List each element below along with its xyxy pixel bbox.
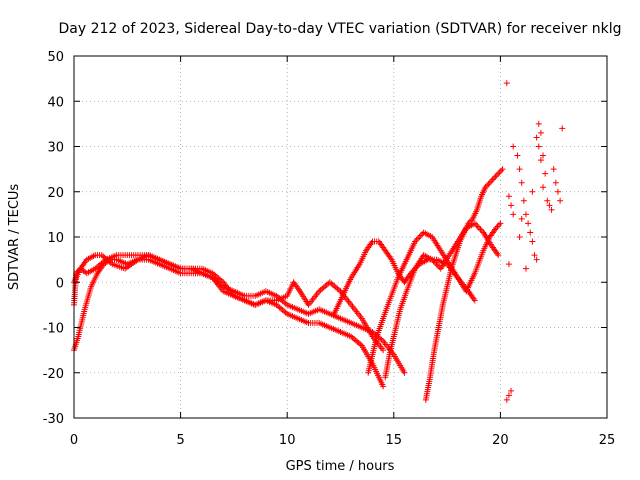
data-point bbox=[491, 175, 498, 182]
data-point bbox=[510, 211, 517, 218]
chart-title: Day 212 of 2023, Sidereal Day-to-day VTE… bbox=[59, 21, 622, 37]
data-point bbox=[518, 179, 525, 186]
grid-lines bbox=[74, 56, 607, 418]
data-point bbox=[495, 221, 502, 228]
data-point bbox=[497, 220, 504, 227]
data-point bbox=[516, 234, 523, 240]
series-track-1 bbox=[71, 256, 387, 390]
y-tick-label: 50 bbox=[47, 50, 64, 65]
data-point bbox=[380, 347, 387, 354]
x-tick-label: 10 bbox=[279, 433, 296, 448]
data-point bbox=[550, 166, 557, 173]
data-point bbox=[554, 188, 561, 195]
data-point bbox=[477, 226, 484, 233]
data-point bbox=[499, 166, 506, 173]
series-track-3 bbox=[71, 252, 387, 354]
data-point bbox=[546, 202, 553, 209]
data-point bbox=[520, 197, 527, 204]
y-tick-label: -10 bbox=[43, 322, 64, 337]
data-point bbox=[496, 169, 503, 176]
data-point bbox=[508, 387, 515, 394]
x-tick-label: 25 bbox=[599, 433, 616, 448]
data-point bbox=[508, 202, 515, 209]
data-point bbox=[485, 181, 492, 188]
data-point bbox=[505, 392, 512, 399]
data-point bbox=[380, 383, 387, 390]
data-point bbox=[552, 179, 559, 186]
data-point bbox=[522, 265, 529, 272]
x-tick-label: 20 bbox=[492, 433, 509, 448]
data-point bbox=[416, 234, 423, 240]
data-point bbox=[535, 143, 542, 150]
data-point bbox=[529, 238, 536, 245]
data-point bbox=[489, 176, 496, 183]
data-point bbox=[529, 188, 536, 195]
data-point bbox=[401, 369, 408, 376]
data-point bbox=[505, 193, 512, 200]
data-point bbox=[486, 179, 493, 186]
data-point bbox=[516, 166, 523, 173]
data-point bbox=[544, 197, 551, 204]
data-point bbox=[510, 143, 517, 150]
data-point bbox=[476, 224, 483, 231]
series-track-6 bbox=[382, 220, 502, 381]
y-axis-title: SDTVAR / TECUs bbox=[7, 184, 22, 291]
data-point bbox=[514, 152, 521, 159]
plot-frame bbox=[73, 55, 608, 419]
data-point bbox=[505, 261, 512, 268]
y-tick-label: -30 bbox=[43, 412, 64, 427]
x-tick-label: 0 bbox=[70, 433, 78, 448]
data-point bbox=[537, 157, 544, 164]
data-point bbox=[533, 256, 540, 263]
data-point bbox=[495, 252, 502, 259]
data-point bbox=[542, 170, 549, 177]
data-point bbox=[473, 221, 480, 228]
y-tick-label: 0 bbox=[56, 276, 64, 291]
tick-labels: 0 5 10 15 20 25 -30 -20 -10 0 10 20 30 40 50 bbox=[43, 50, 616, 448]
data-point bbox=[548, 206, 555, 213]
x-tick-label: 15 bbox=[386, 433, 403, 448]
data-point bbox=[527, 229, 534, 236]
data-point bbox=[471, 297, 478, 304]
y-tick-label: 30 bbox=[47, 141, 64, 156]
x-axis-title: GPS time / hours bbox=[286, 459, 395, 474]
data-point bbox=[535, 120, 542, 127]
data-point bbox=[495, 170, 502, 177]
y-tick-label: 20 bbox=[47, 186, 64, 201]
data-point bbox=[522, 211, 529, 218]
y-tick-label: 40 bbox=[47, 95, 64, 110]
data-point bbox=[531, 252, 538, 259]
data-point bbox=[559, 125, 566, 132]
data-point bbox=[525, 220, 532, 227]
data-point bbox=[503, 80, 510, 87]
data-point bbox=[537, 129, 544, 136]
y-tick-label: 10 bbox=[47, 231, 64, 246]
y-tick-label: -20 bbox=[43, 367, 64, 382]
data-point bbox=[414, 235, 421, 242]
x-tick-label: 5 bbox=[176, 433, 184, 448]
tick-marks bbox=[73, 55, 608, 419]
data-point bbox=[492, 173, 499, 180]
series-track-7 bbox=[422, 166, 506, 403]
data-point bbox=[540, 184, 547, 191]
series-scatter-tail bbox=[503, 80, 566, 403]
data-point bbox=[533, 134, 540, 141]
data-point bbox=[498, 167, 505, 174]
data-point bbox=[488, 178, 495, 185]
data-point bbox=[493, 172, 500, 179]
data-point bbox=[518, 215, 525, 222]
data-point bbox=[557, 197, 564, 204]
data-point bbox=[503, 396, 510, 403]
data-point bbox=[540, 152, 547, 159]
data-marks bbox=[71, 80, 566, 403]
